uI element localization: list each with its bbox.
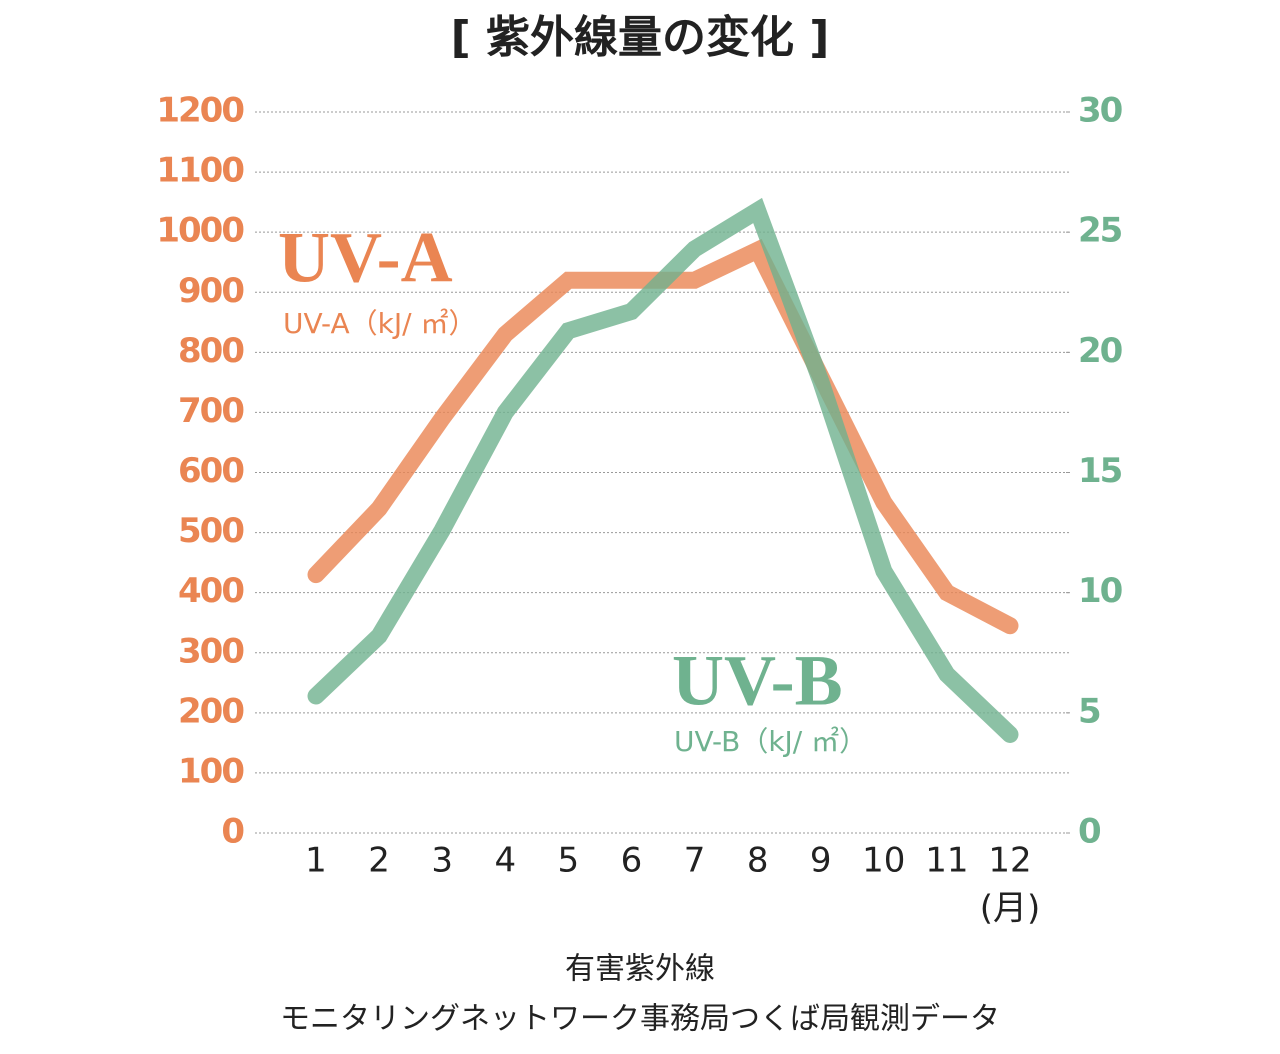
y-tick-label: 300: [178, 631, 244, 671]
legend-unit: UV-B（kJ/ ㎡）: [674, 725, 867, 758]
source: モニタリングネットワーク事務局つくば局観測データ: [280, 1002, 1000, 1037]
x-tick-label: 10: [862, 841, 905, 881]
y-tick-label: 0: [221, 812, 244, 852]
y2-tick-label: 10: [1078, 571, 1123, 611]
x-tick-label: 1: [305, 841, 327, 881]
source: 有害紫外線: [565, 952, 715, 987]
y2-tick-label: 20: [1078, 331, 1123, 371]
x-tick-label: 2: [368, 841, 390, 881]
x-unit: (月): [980, 889, 1041, 929]
y2-tick-label: 5: [1078, 691, 1100, 731]
y2-tick-label: 15: [1078, 451, 1122, 491]
y-tick-label: 500: [178, 511, 244, 551]
y2-tick-label: 25: [1078, 211, 1122, 251]
x-tick-label: 8: [747, 841, 769, 881]
y-tick-label: 600: [178, 451, 244, 491]
legend-unit: UV-A（kJ/ ㎡）: [283, 307, 476, 340]
legend-name: UV-B: [672, 641, 843, 721]
y-tick-label: 1200: [156, 91, 244, 131]
x-tick-label: 5: [558, 841, 580, 881]
x-tick-label: 4: [494, 841, 516, 881]
x-tick-label: 12: [988, 841, 1031, 881]
x-tick-label: 9: [810, 841, 832, 881]
y-tick-label: 900: [178, 271, 244, 311]
y2-tick-label: 0: [1078, 812, 1101, 852]
x-tick-label: 3: [431, 841, 453, 881]
y-tick-label: 700: [178, 391, 244, 431]
x-tick-label: 6: [621, 841, 643, 881]
series-line: [307, 197, 1019, 743]
y-tick-label: 1000: [156, 211, 244, 251]
y-tick-label: 1100: [156, 151, 244, 191]
y-tick-label: 800: [178, 331, 244, 371]
chart-title: [ 紫外線量の変化 ]: [451, 12, 830, 63]
x-tick-label: 7: [684, 841, 706, 881]
y-tick-label: 200: [178, 691, 244, 731]
legend-name: UV-A: [278, 218, 453, 298]
y-tick-label: 400: [178, 571, 244, 611]
y-tick-label: 100: [178, 751, 244, 791]
y2-tick-label: 30: [1078, 91, 1123, 131]
x-tick-label: 11: [925, 841, 968, 881]
